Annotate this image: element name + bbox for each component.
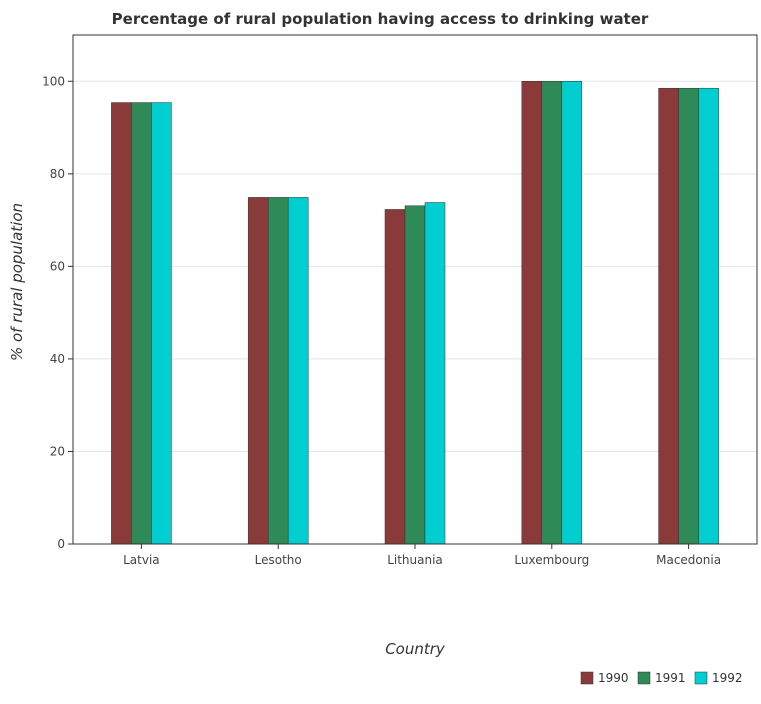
- y-tick-label: 40: [50, 352, 65, 366]
- bar-1991-lesotho: [267, 197, 289, 545]
- legend: 1990 1991 1992: [580, 671, 743, 685]
- y-axis-title: % of rural population: [8, 203, 26, 361]
- bar-1992-latvia: [151, 102, 172, 545]
- legend-label-1992: 1992: [712, 671, 743, 685]
- x-tick-label: Lesotho: [255, 553, 302, 567]
- bar-1992-lithuania: [424, 202, 446, 545]
- x-tick-label: Luxembourg: [514, 553, 589, 567]
- x-tick-label: Lithuania: [387, 553, 443, 567]
- bar-1990-luxembourg: [521, 81, 543, 545]
- bar-1992-lesotho: [287, 197, 309, 545]
- bar-1990-lesotho: [247, 197, 269, 545]
- x-tick-label: Macedonia: [656, 553, 721, 567]
- legend-label-1991: 1991: [655, 671, 686, 685]
- bar-1991-latvia: [131, 102, 152, 545]
- legend-label-1990: 1990: [598, 671, 629, 685]
- plot-area: 0 20 40 60 80 100 Latvia Lesotho Lithuania Luxemb…: [42, 34, 758, 567]
- y-tick-label: 80: [50, 167, 65, 181]
- axes: 0 20 40 60 80 100 Latvia Lesotho Lithuania Luxemb…: [42, 34, 758, 567]
- y-tick-label: 60: [50, 259, 65, 273]
- chart-title: Percentage of rural population having ac…: [112, 10, 649, 28]
- y-tick-label: 100: [42, 74, 65, 88]
- bar-1992-macedonia: [698, 87, 719, 545]
- bar-1990-macedonia: [658, 87, 679, 545]
- y-tick-label: 20: [50, 444, 65, 458]
- legend-swatch-1991: [637, 671, 651, 685]
- bar-1990-lithuania: [384, 209, 406, 545]
- bar-1990-latvia: [111, 102, 132, 545]
- bars: [111, 81, 719, 545]
- x-tick-label: Latvia: [123, 553, 160, 567]
- bar-1992-luxembourg: [561, 81, 583, 545]
- bar-1991-lithuania: [404, 205, 426, 545]
- legend-swatch-1990: [580, 671, 594, 685]
- x-axis-title: Country: [385, 640, 446, 658]
- bar-1991-luxembourg: [541, 81, 563, 545]
- legend-swatch-1992: [694, 671, 708, 685]
- y-tick-label: 0: [57, 537, 65, 551]
- plot-frame: [72, 34, 758, 545]
- bar-1991-macedonia: [678, 87, 699, 545]
